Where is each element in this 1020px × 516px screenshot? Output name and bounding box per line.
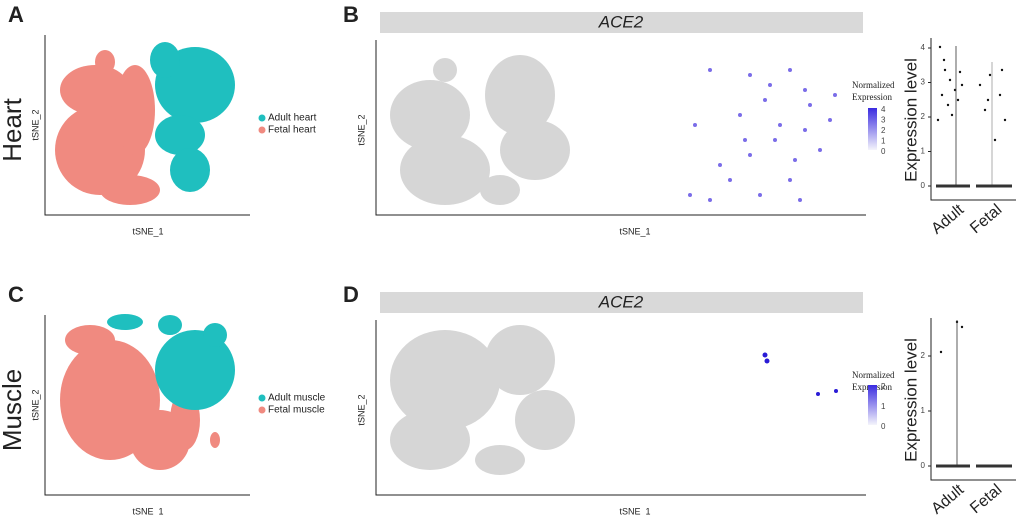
- violin-y-label: Expression level: [901, 338, 920, 462]
- category-label: Adult: [928, 201, 967, 238]
- colorbar-title: Normalized: [852, 370, 895, 380]
- violin-lines: [936, 46, 1012, 468]
- y-tick-label: 2: [921, 351, 926, 360]
- panel-label: D: [343, 282, 359, 307]
- colorbar-title: Normalized: [852, 80, 895, 90]
- panel-label: C: [8, 282, 24, 307]
- y-tick-label: 0: [921, 461, 926, 470]
- y-axis-label: tSNE_2: [356, 394, 366, 425]
- panel-label: B: [343, 2, 359, 27]
- colorbar-title: Expression: [852, 92, 892, 102]
- tsne-cloud: [55, 42, 837, 205]
- axes: [44, 315, 250, 496]
- colorbar-tick: 2: [881, 382, 886, 391]
- tsne-cloud: [60, 314, 838, 475]
- x-axis-label: tSNE_1: [619, 506, 650, 516]
- y-axis-label: tSNE_2: [356, 114, 366, 145]
- legend-swatch: [258, 394, 266, 402]
- colorbar-tick: 0: [881, 147, 886, 156]
- category-label: Adult: [928, 481, 967, 516]
- colorbar-tick: 1: [881, 402, 886, 411]
- gene-title: ACE2: [598, 12, 644, 31]
- colorbar-tick: 2: [881, 126, 886, 135]
- legend-swatch: [258, 126, 266, 134]
- axes: [375, 40, 866, 216]
- y-tick-label: 1: [921, 147, 926, 156]
- colorbar: [868, 108, 877, 150]
- row-label: Muscle: [0, 369, 27, 451]
- gene-header: [380, 292, 863, 313]
- violin-points: [936, 45, 1007, 354]
- violin-y-label: Expression level: [901, 58, 920, 182]
- legend-entry: Fetal heart: [268, 125, 316, 136]
- x-axis-label: tSNE_1: [132, 226, 163, 236]
- violin-axes: [930, 38, 1016, 201]
- colorbar: [868, 385, 877, 425]
- panel-label: A: [8, 2, 24, 27]
- colorbar-tick: 0: [881, 422, 886, 431]
- legend-swatch: [258, 406, 266, 414]
- legend-entry: Adult muscle: [268, 393, 326, 404]
- y-tick-label: 1: [921, 406, 926, 415]
- row-label: Heart: [0, 97, 27, 161]
- x-axis-label: tSNE_1: [132, 506, 163, 516]
- violin-axes: [930, 318, 1016, 481]
- colorbar-tick: 4: [881, 105, 886, 114]
- legend-entry: Adult heart: [268, 113, 317, 124]
- y-axis-label: tSNE_2: [30, 109, 40, 140]
- axes: [375, 320, 866, 496]
- y-axis-label: tSNE_2: [30, 389, 40, 420]
- axes: [44, 35, 250, 216]
- y-tick-label: 0: [921, 181, 926, 190]
- y-tick-label: 3: [921, 78, 926, 87]
- gene-header: [380, 12, 863, 33]
- legend-entry: Fetal muscle: [268, 405, 325, 416]
- colorbar-tick: 1: [881, 137, 886, 146]
- y-tick-label: 2: [921, 112, 926, 121]
- gene-title: ACE2: [598, 292, 644, 311]
- y-tick-label: 4: [921, 43, 926, 52]
- category-label: Fetal: [967, 481, 1005, 516]
- colorbar-tick: 3: [881, 116, 886, 125]
- x-axis-label: tSNE_1: [619, 226, 650, 236]
- category-label: Fetal: [967, 201, 1005, 237]
- legend-swatch: [258, 114, 266, 122]
